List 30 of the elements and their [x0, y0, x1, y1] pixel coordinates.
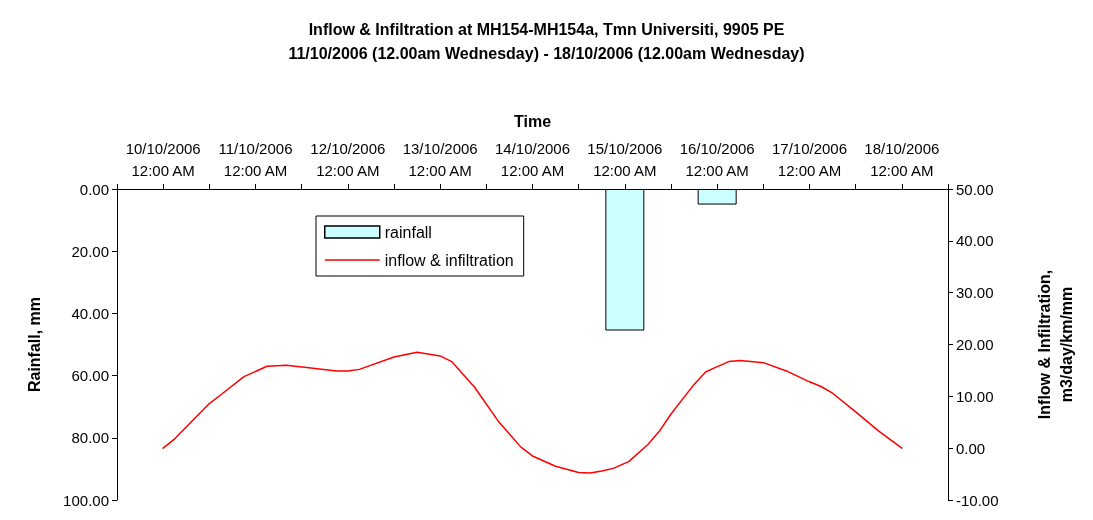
y-tick-label: 100.00: [63, 491, 109, 509]
x-tick-label: 16/10/2006 12:00 AM: [679, 139, 755, 179]
chart-subtitle: 11/10/2006 (12.00am Wednesday) - 18/10/2006 (12.00am Wednesday): [288, 44, 805, 62]
y-tick-label: 80.00: [71, 429, 109, 447]
legend-label: rainfall: [384, 223, 432, 241]
y2-axis-title: Inflow & Infiltration, m3/day/km/mm: [1035, 269, 1075, 420]
y2-tick-label: -10.00: [956, 491, 999, 509]
y2-tick-label: 40.00: [956, 232, 994, 250]
y2-tick-label: 20.00: [956, 336, 994, 353]
x-axis-title: Time: [513, 112, 552, 130]
x-tick-label: 12/10/2006 12:00 AM: [310, 139, 386, 179]
x-tick-label: 18/10/2006 12:00 AM: [864, 139, 940, 179]
x-tick-label: 15/10/2006 12:00 AM: [587, 139, 663, 179]
y-tick-label: 60.00: [71, 367, 109, 385]
y-tick-label: 40.00: [71, 304, 109, 322]
x-tick-label: 11/10/2006 12:00 AM: [218, 139, 293, 179]
chart-title: Inflow & Infiltration at MH154-MH154a, Tmn Universiti, 9905 PE: [308, 20, 785, 38]
x-tick-label: 17/10/2006 12:00 AM: [771, 139, 848, 179]
x-tick-label: 10/10/2006 12:00 AM: [125, 139, 201, 179]
y2-tick-label: 30.00: [956, 284, 994, 302]
line-series: [162, 351, 903, 474]
y-axis-title: Rainfall, mm: [25, 296, 43, 393]
x-tick-label: 14/10/2006 12:00 AM: [494, 139, 571, 179]
x-tick-label: 13/10/2006 12:00 AM: [402, 139, 478, 179]
y2-tick-label: 50.00: [956, 180, 994, 198]
y2-tick-label: 0.00: [956, 439, 986, 457]
y-tick-label: 20.00: [71, 242, 109, 260]
legend-label: inflow & infiltration: [384, 251, 514, 269]
y2-tick-label: 10.00: [956, 387, 994, 405]
y-tick-label: 0.00: [79, 180, 109, 198]
